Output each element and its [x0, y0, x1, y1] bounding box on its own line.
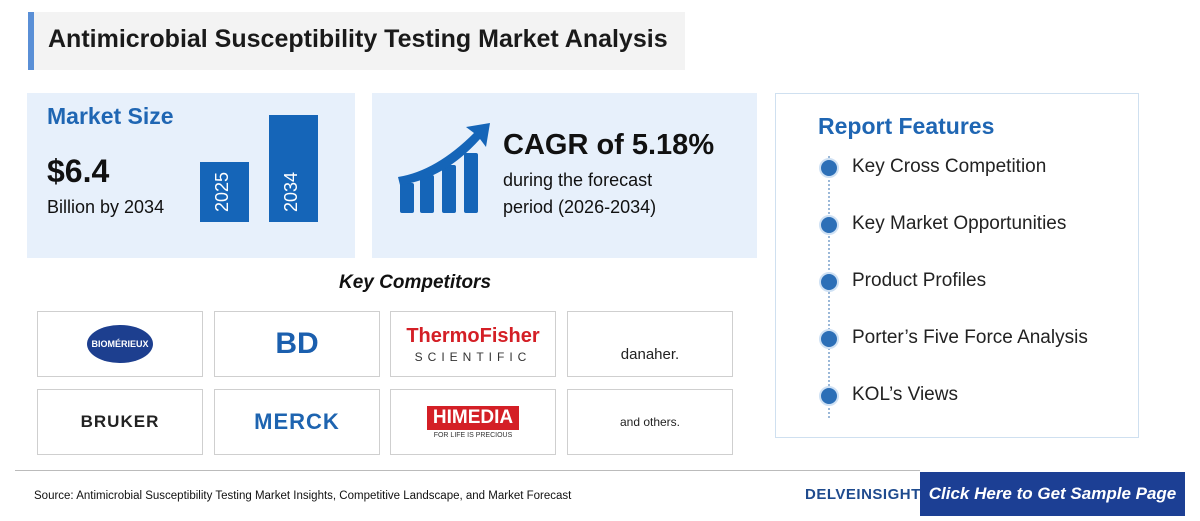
- feature-icon: [819, 329, 839, 349]
- accent: [28, 12, 34, 70]
- divider: [15, 470, 920, 471]
- logo-name: BD: [275, 327, 319, 360]
- bar-label: 2034: [281, 171, 301, 212]
- logo-box: MERCK: [214, 389, 380, 455]
- logo-name: BRUKER: [80, 412, 160, 431]
- logo-sub: SCIENTIFIC: [414, 349, 532, 364]
- logo-box: BRUKER: [37, 389, 203, 455]
- cagr-headline: CAGR of 5.18%: [503, 129, 715, 161]
- logo-name: and others.: [619, 415, 681, 429]
- source: Source: Antimicrobial Susceptibility Tes…: [34, 490, 572, 502]
- logo-name: MERCK: [254, 409, 340, 434]
- cagr-text: period (2026-2034): [503, 197, 657, 217]
- logo-box: HIMEDIA FOR LIFE IS PRECIOUS: [390, 389, 556, 455]
- logo-name: danaher.: [620, 345, 680, 363]
- cta-button[interactable]: Click Here to Get Sample Page: [920, 472, 1185, 516]
- bar-label: 2025: [212, 171, 232, 212]
- logo-box: and others.: [567, 389, 733, 455]
- logo-name: HIMEDIA: [426, 405, 520, 430]
- logo-box: ThermoFisher SCIENTIFIC: [390, 311, 556, 377]
- bar: 2025: [200, 162, 249, 222]
- logo-box: danaher.: [567, 311, 733, 377]
- feature-item: Product Profiles: [852, 270, 987, 291]
- logo-name: ThermoFisher: [406, 324, 540, 347]
- feature-item: KOL’s Views: [852, 384, 958, 405]
- growth-icon: [398, 123, 490, 213]
- bar: 2034: [269, 115, 318, 222]
- title-box: Antimicrobial Susceptibility Testing Mar…: [28, 12, 685, 70]
- cagr-text: during the forecast: [503, 170, 653, 190]
- feature-icon: [819, 272, 839, 292]
- market-value: $6.4: [47, 153, 110, 189]
- logo-box: BIOMÉRIEUX: [37, 311, 203, 377]
- market-size-heading: Market Size: [47, 103, 174, 129]
- logo-sub: FOR LIFE IS PRECIOUS: [433, 431, 513, 439]
- feature-item: Key Cross Competition: [852, 156, 1047, 177]
- feature-icon: [819, 386, 839, 406]
- features-heading: Report Features: [818, 113, 995, 139]
- market-size-panel: Market Size $6.4 Billion by 2034 2025 20…: [27, 93, 355, 258]
- market-unit: Billion by 2034: [47, 197, 165, 217]
- title: Antimicrobial Susceptibility Testing Mar…: [48, 25, 668, 53]
- competitors-heading: Key Competitors: [338, 272, 492, 293]
- feature-icon: [819, 158, 839, 178]
- feature-item: Key Market Opportunities: [852, 213, 1067, 234]
- feature-item: Porter’s Five Force Analysis: [852, 327, 1088, 348]
- logo-box: BD: [214, 311, 380, 377]
- feature-icon: [819, 215, 839, 235]
- cagr-panel: CAGR of 5.18% during the forecast period…: [372, 93, 757, 258]
- logo-name: BIOMÉRIEUX: [87, 325, 153, 363]
- brand: DELVEINSIGHT: [805, 486, 921, 503]
